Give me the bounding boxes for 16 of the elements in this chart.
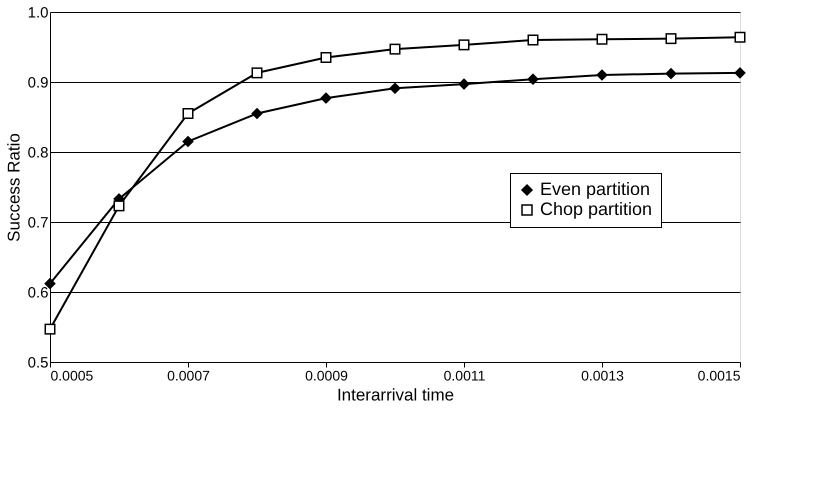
x-tick-label: 0.0007 (167, 368, 210, 384)
y-axis-title: Success Ratio (4, 133, 24, 242)
y-tick-label: 0.5 (28, 354, 48, 372)
y-tick-label: 0.8 (28, 144, 48, 162)
x-axis-title: Interarrival time (336, 386, 454, 404)
y-tick-label: 1.0 (28, 4, 48, 22)
x-tick-label: 0.0011 (444, 368, 486, 384)
x-tick-label: 0.0009 (305, 368, 348, 384)
x-tick-label: 0.0015 (698, 368, 741, 384)
x-tick-label: 0.0013 (581, 368, 624, 384)
legend-label: Even partition (540, 179, 650, 199)
y-tick-label: 0.9 (28, 74, 48, 92)
y-tick-label: 0.6 (28, 284, 48, 302)
y-tick-label: 0.7 (28, 214, 48, 232)
x-tick-label: 0.0005 (50, 368, 94, 384)
legend-label: Chop partition (540, 199, 652, 219)
